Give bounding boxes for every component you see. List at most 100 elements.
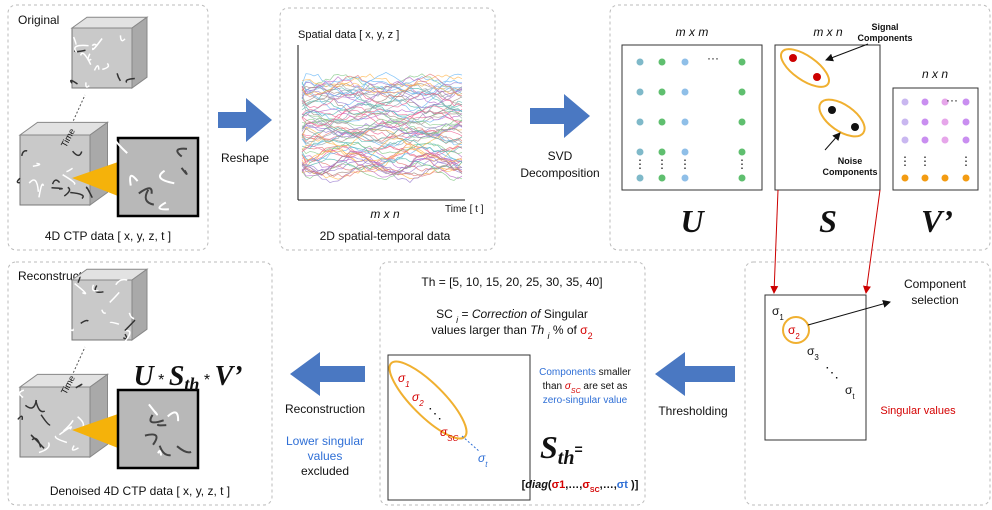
signal-lines xyxy=(302,72,462,182)
dot xyxy=(739,59,746,66)
dot xyxy=(922,119,929,126)
highlight xyxy=(380,352,476,448)
t: ,…, xyxy=(565,479,582,491)
arrow xyxy=(290,352,365,396)
dot xyxy=(682,59,689,66)
label: Reconstruction xyxy=(285,402,365,416)
singular-matrix xyxy=(388,355,530,500)
sigma-index: SC xyxy=(447,434,458,443)
t: σt xyxy=(617,479,629,491)
dot xyxy=(902,99,909,106)
axis-label: Spatial data [ x, y, z ] xyxy=(298,29,399,41)
sigma: σSC xyxy=(440,425,459,443)
size-label: n x n xyxy=(922,67,948,81)
matrix-name: S xyxy=(819,203,837,239)
s-th: Sth= xyxy=(540,429,583,469)
size-label: m x n xyxy=(813,25,843,39)
dot xyxy=(739,119,746,126)
dots: ··· xyxy=(707,51,719,65)
dot xyxy=(739,89,746,96)
axis-label: Time [ t ] xyxy=(445,204,484,215)
matrix-name: V’ xyxy=(921,203,953,239)
dots: ⋮ xyxy=(960,154,972,168)
caption: 4D CTP data [ x, y, z, t ] xyxy=(45,229,171,243)
dot xyxy=(739,175,746,182)
dot xyxy=(682,119,689,126)
sigma-index: 2 xyxy=(795,332,800,341)
dots: ⋮ xyxy=(679,157,691,171)
pointer xyxy=(826,44,868,60)
annotation: Component xyxy=(904,277,967,291)
size-label: m x n xyxy=(370,207,400,221)
dot xyxy=(682,175,689,182)
annotation: selection xyxy=(911,293,958,307)
dot xyxy=(922,99,929,106)
dots: ⋮ xyxy=(656,157,668,171)
dot xyxy=(637,175,644,182)
dots: ⋱ xyxy=(825,364,839,380)
signal-line xyxy=(302,74,462,87)
t: = xyxy=(458,307,472,321)
ct-side xyxy=(90,374,108,457)
dot xyxy=(789,54,797,62)
t: * xyxy=(154,372,169,389)
t: th xyxy=(184,374,199,394)
ct-side xyxy=(132,269,147,340)
dot xyxy=(902,137,909,144)
sigma: σ2 xyxy=(788,323,800,341)
dots: ⋱ xyxy=(428,405,442,421)
t: th xyxy=(558,447,575,469)
t: = xyxy=(574,441,582,457)
label: Reshape xyxy=(221,151,269,165)
sigma: σ1 xyxy=(398,371,410,389)
t: diag xyxy=(525,479,548,491)
pointer xyxy=(808,302,890,325)
ct-side xyxy=(90,122,108,205)
dots: ··· xyxy=(946,93,958,107)
ct-slice xyxy=(20,387,90,457)
t: Th xyxy=(530,323,547,337)
label: values xyxy=(308,449,343,463)
t: )] xyxy=(628,479,639,491)
definition: values larger than Th i % of σ2 xyxy=(431,323,592,341)
dot xyxy=(637,149,644,156)
annotation: Singular values xyxy=(880,405,956,417)
dot xyxy=(942,137,949,144)
flow-arrows xyxy=(218,94,735,396)
sigma: σ1 xyxy=(772,304,784,322)
dot xyxy=(942,119,949,126)
dot xyxy=(922,175,929,182)
signal-ellipse xyxy=(775,42,835,94)
dot xyxy=(828,106,836,114)
t: are set as xyxy=(581,381,628,392)
label: SVD xyxy=(548,149,573,163)
t: than xyxy=(543,381,565,392)
dot xyxy=(659,59,666,66)
dot xyxy=(963,99,970,106)
note: zero-singular value xyxy=(543,395,628,406)
caption: 2D spatial-temporal data xyxy=(320,229,451,243)
ct-slice xyxy=(72,28,132,88)
label: Thresholding xyxy=(658,404,727,418)
ct-side xyxy=(132,17,147,88)
t: smaller xyxy=(596,367,632,378)
t: 2 xyxy=(588,331,593,341)
annotation: Components xyxy=(858,33,913,43)
t: V’ xyxy=(215,361,243,392)
dots: ⋮ xyxy=(736,157,748,171)
diagram: Reshape SVD Decomposition Reconstruction… xyxy=(0,0,992,510)
label: Lower singular xyxy=(286,434,364,448)
t: * xyxy=(199,372,214,389)
dot xyxy=(682,89,689,96)
dot xyxy=(637,119,644,126)
arrow xyxy=(218,98,272,142)
t: Correction of xyxy=(472,307,542,321)
dotted-line xyxy=(462,436,480,452)
red-arrow xyxy=(866,190,880,293)
sigma: σt xyxy=(845,383,855,401)
label: excluded xyxy=(301,464,349,478)
dot xyxy=(942,175,949,182)
dot xyxy=(659,149,666,156)
sigma: σ3 xyxy=(807,344,819,362)
matrix-name: U xyxy=(680,203,705,239)
